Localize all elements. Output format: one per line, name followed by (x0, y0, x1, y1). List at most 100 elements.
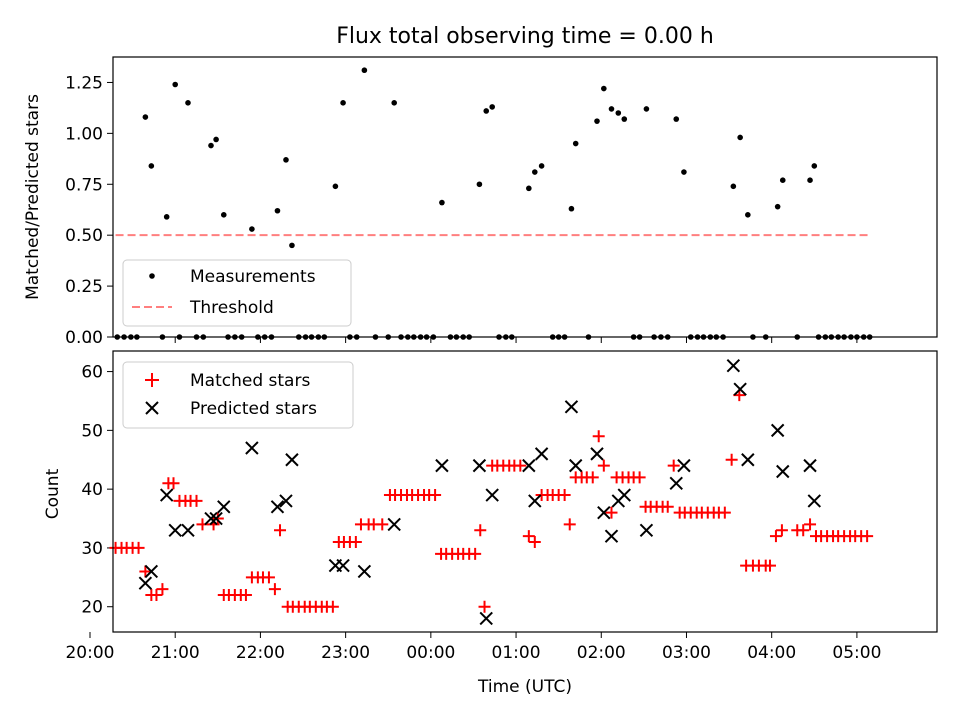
bottom-legend: Matched stars Predicted stars (122, 361, 354, 429)
measurement-point (811, 163, 818, 169)
matched-star-point (725, 453, 738, 466)
measurement-point (745, 212, 751, 218)
matched-star-point (478, 600, 491, 613)
measurement-point (615, 110, 622, 116)
measurement-point (332, 183, 339, 190)
predicted-star-point (639, 523, 654, 538)
top-y-axis-label: Matched/Predicted stars (23, 94, 43, 300)
predicted-star-point (590, 447, 604, 461)
bottom-y-tick-label: 50 (81, 421, 103, 441)
bottom-y-tick-label: 40 (81, 480, 103, 500)
legend-matched-marker (145, 373, 159, 387)
predicted-star-point (209, 511, 223, 526)
matched-star-point (262, 571, 275, 584)
top-y-tick-label: 1.25 (65, 73, 103, 93)
bottom-y-tick-label: 60 (81, 363, 103, 383)
predicted-star-point (472, 458, 487, 473)
predicted-star-point (479, 611, 493, 626)
measurement-point (779, 177, 786, 183)
matched-star-point (804, 518, 817, 531)
measurement-point (476, 181, 483, 188)
legend-threshold-label: Threshold (189, 298, 274, 318)
top-y-tick-label: 0.50 (65, 226, 103, 246)
matched-star-point (769, 530, 782, 543)
matched-star-point (274, 524, 287, 537)
measurement-point (568, 205, 575, 212)
predicted-star-point (435, 458, 449, 473)
bottom-x-tick-label: 00:00 (406, 643, 455, 663)
measurement-point (249, 226, 255, 232)
bottom-x-tick-label: 04:00 (747, 643, 796, 663)
predicted-star-point (534, 447, 549, 461)
measurement-point (737, 134, 743, 141)
measurement-point (526, 185, 532, 192)
bottom-x-tick-label: 05:00 (832, 643, 881, 663)
bottom-y-tick-label: 30 (81, 539, 103, 559)
bottom-x-tick-label: 02:00 (577, 643, 626, 663)
matched-star-point (376, 518, 389, 531)
measurement-point (274, 207, 281, 214)
matched-star-point (326, 600, 339, 613)
measurement-point (681, 169, 687, 175)
predicted-star-point (285, 453, 299, 467)
legend-measurements-label: Measurements (190, 267, 316, 287)
predicted-star-point (803, 458, 817, 473)
predicted-star-point (336, 558, 350, 573)
bottom-x-ticks: 20:00 21:00 22:00 23:00 00:00 01:00 02:00 03:00… (65, 632, 881, 663)
bottom-panel: Count Time (UTC) 20 30 40 50 60 20:00 21:00 22… (43, 350, 938, 697)
top-chart-title: Flux total observing time = 0.00 h (336, 24, 714, 49)
matched-star-point (597, 459, 610, 472)
measurement-point (289, 242, 295, 249)
measurement-point (142, 114, 149, 120)
measurement-point (361, 67, 368, 74)
predicted-star-point (776, 464, 790, 479)
predicted-star-point (726, 358, 741, 373)
predicted-star-point (485, 488, 499, 502)
bottom-x-tick-label: 20:00 (65, 643, 114, 663)
matched-stars-points (109, 389, 874, 613)
measurement-point (185, 100, 191, 106)
predicted-star-point (270, 500, 285, 514)
matched-star-point (211, 512, 224, 525)
measurement-point (220, 212, 227, 218)
predicted-star-point (770, 423, 785, 438)
measurement-point (538, 163, 545, 169)
bottom-axes-frame (112, 350, 938, 633)
measurement-point (594, 118, 600, 124)
matched-star-point (797, 524, 810, 537)
bottom-legend-box (122, 361, 354, 429)
matched-star-point (763, 559, 776, 572)
top-legend: Measurements Threshold (122, 259, 352, 327)
predicted-star-point (245, 441, 259, 455)
predicted-star-point (217, 500, 231, 514)
bottom-x-axis-label: Time (UTC) (477, 677, 572, 697)
measurement-point (208, 142, 214, 149)
predicted-star-point (564, 400, 579, 414)
measurement-point (621, 116, 628, 122)
predicted-stars-points (138, 358, 822, 626)
top-y-tick-label: 0.25 (65, 277, 103, 297)
top-y-ticks: 0.00 0.25 0.50 0.75 1.00 1.25 (65, 73, 113, 348)
matched-star-point (592, 430, 605, 443)
predicted-star-point (597, 505, 611, 520)
matched-star-point (522, 530, 535, 543)
predicted-star-point (807, 494, 822, 508)
matched-star-point (349, 536, 362, 549)
predicted-star-point (357, 564, 372, 579)
matched-star-point (132, 541, 145, 554)
measurement-point (531, 169, 538, 175)
measurement-point (172, 81, 179, 88)
top-panel: Flux total observing time = 0.00 h Match… (23, 24, 938, 348)
predicted-star-point (144, 564, 159, 579)
predicted-star-point (181, 523, 195, 538)
predicted-star-point (528, 494, 542, 508)
predicted-star-point (522, 458, 536, 473)
predicted-star-point (741, 453, 755, 467)
measurement-point (643, 106, 650, 112)
bottom-x-tick-label: 01:00 (492, 643, 541, 663)
bottom-y-axis-label: Count (43, 468, 63, 519)
measurement-point (148, 163, 155, 169)
matched-star-point (268, 583, 281, 596)
matched-star-point (563, 518, 576, 531)
top-y-tick-label: 0.75 (65, 175, 103, 195)
